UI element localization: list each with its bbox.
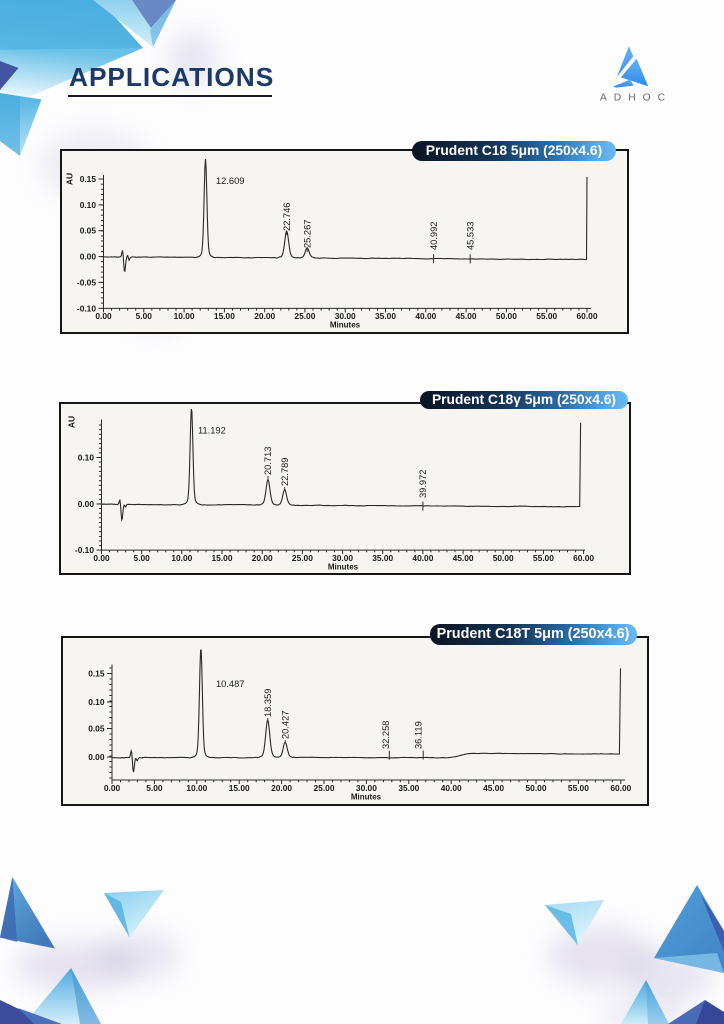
svg-text:22.746: 22.746 xyxy=(282,203,292,231)
svg-text:ADHOC: ADHOC xyxy=(600,93,672,104)
svg-text:50.00: 50.00 xyxy=(493,553,514,563)
svg-text:30.00: 30.00 xyxy=(335,311,356,321)
svg-text:5.00: 5.00 xyxy=(136,311,153,321)
svg-text:60.00: 60.00 xyxy=(573,553,594,563)
svg-text:32.258: 32.258 xyxy=(381,720,391,748)
svg-text:0.00: 0.00 xyxy=(88,752,105,762)
svg-text:20.00: 20.00 xyxy=(252,553,273,563)
svg-text:AU: AU xyxy=(67,416,77,428)
svg-text:25.267: 25.267 xyxy=(302,220,312,248)
svg-text:39.972: 39.972 xyxy=(418,470,428,498)
svg-text:0.05: 0.05 xyxy=(88,723,105,733)
svg-text:18.359: 18.359 xyxy=(263,688,273,716)
svg-text:AU: AU xyxy=(65,173,75,185)
svg-text:0.05: 0.05 xyxy=(80,226,97,236)
svg-text:0.10: 0.10 xyxy=(78,453,95,463)
svg-text:40.992: 40.992 xyxy=(429,222,439,250)
svg-text:45.00: 45.00 xyxy=(453,553,474,563)
svg-text:30.00: 30.00 xyxy=(356,782,377,792)
svg-text:50.00: 50.00 xyxy=(526,782,547,792)
svg-text:0.00: 0.00 xyxy=(78,499,95,509)
svg-text:5.00: 5.00 xyxy=(134,553,151,563)
svg-text:40.00: 40.00 xyxy=(412,553,433,563)
svg-text:10.00: 10.00 xyxy=(171,553,192,563)
svg-text:Minutes: Minutes xyxy=(330,321,361,330)
svg-text:0.15: 0.15 xyxy=(80,174,97,184)
svg-text:30.00: 30.00 xyxy=(332,553,353,563)
svg-text:20.00: 20.00 xyxy=(254,311,275,321)
svg-text:20.713: 20.713 xyxy=(263,447,273,475)
svg-text:0.15: 0.15 xyxy=(88,668,105,678)
svg-text:15.00: 15.00 xyxy=(214,311,235,321)
svg-text:45.00: 45.00 xyxy=(483,782,504,792)
svg-text:0.00: 0.00 xyxy=(80,252,97,262)
svg-text:0.00: 0.00 xyxy=(95,311,112,321)
svg-text:0.00: 0.00 xyxy=(104,782,121,792)
svg-text:15.00: 15.00 xyxy=(229,782,250,792)
svg-text:50.00: 50.00 xyxy=(496,311,517,321)
svg-text:0.10: 0.10 xyxy=(80,200,97,210)
svg-text:10.487: 10.487 xyxy=(216,679,244,689)
svg-text:25.00: 25.00 xyxy=(292,553,313,563)
svg-text:15.00: 15.00 xyxy=(212,553,233,563)
svg-text:0.00: 0.00 xyxy=(93,553,110,563)
svg-text:-0.10: -0.10 xyxy=(77,303,96,313)
svg-text:35.00: 35.00 xyxy=(398,782,419,792)
svg-text:25.00: 25.00 xyxy=(314,782,335,792)
svg-text:10.00: 10.00 xyxy=(174,311,195,321)
svg-text:12.609: 12.609 xyxy=(216,176,244,186)
svg-text:22.789: 22.789 xyxy=(280,458,290,486)
svg-text:10.00: 10.00 xyxy=(186,782,207,792)
svg-text:20.00: 20.00 xyxy=(271,782,292,792)
svg-text:45.00: 45.00 xyxy=(456,311,477,321)
svg-text:45.533: 45.533 xyxy=(465,222,475,250)
svg-text:60.00: 60.00 xyxy=(577,311,598,321)
svg-text:40.00: 40.00 xyxy=(441,782,462,792)
svg-text:36.119: 36.119 xyxy=(414,721,424,749)
svg-text:Minutes: Minutes xyxy=(328,562,359,571)
svg-text:-0.05: -0.05 xyxy=(77,277,96,287)
svg-text:20.427: 20.427 xyxy=(280,710,290,738)
svg-text:60.00: 60.00 xyxy=(610,782,631,792)
svg-text:0.10: 0.10 xyxy=(88,697,105,707)
svg-text:Minutes: Minutes xyxy=(351,792,382,801)
svg-text:35.00: 35.00 xyxy=(375,311,396,321)
svg-text:40.00: 40.00 xyxy=(415,311,436,321)
svg-text:-0.10: -0.10 xyxy=(75,545,94,555)
svg-text:55.00: 55.00 xyxy=(568,782,589,792)
svg-text:11.192: 11.192 xyxy=(198,426,226,436)
svg-text:35.00: 35.00 xyxy=(372,553,393,563)
svg-text:55.00: 55.00 xyxy=(536,311,557,321)
svg-text:25.00: 25.00 xyxy=(294,311,315,321)
svg-text:55.00: 55.00 xyxy=(533,553,554,563)
svg-text:5.00: 5.00 xyxy=(146,782,163,792)
